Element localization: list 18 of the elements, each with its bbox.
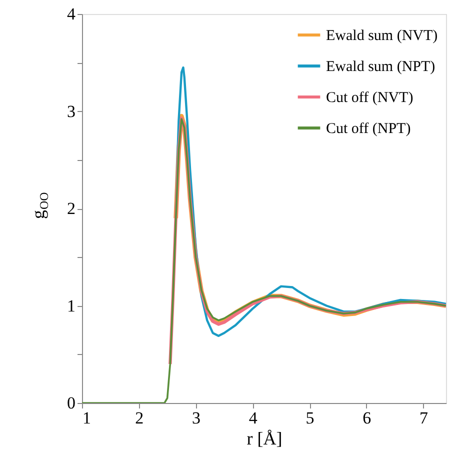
x-tick-label: 2 bbox=[135, 408, 144, 428]
x-tick-label: 6 bbox=[362, 408, 372, 428]
y-tick-label: 3 bbox=[67, 102, 76, 121]
y-axis-title: gOO bbox=[28, 192, 51, 219]
x-tick-label: 3 bbox=[192, 408, 200, 428]
x-tick-label: 4 bbox=[248, 408, 258, 428]
y-tick-label: 0 bbox=[67, 394, 76, 412]
y-tick-label: 4 bbox=[67, 4, 76, 24]
y-tick-label: 2 bbox=[67, 199, 76, 218]
x-tick-label: 1 bbox=[82, 408, 91, 428]
legend-label: Cut off (NVT) bbox=[326, 90, 414, 106]
x-tick-label: 7 bbox=[420, 408, 428, 428]
x-tick-label: 5 bbox=[306, 408, 314, 428]
legend-label: Ewald sum (NVT) bbox=[326, 28, 438, 44]
legend-label: Cut off (NPT) bbox=[326, 121, 411, 137]
y-tick-label: 1 bbox=[67, 296, 76, 316]
x-axis-title: r [Å] bbox=[246, 428, 282, 448]
legend-label: Ewald sum (NPT) bbox=[326, 59, 436, 75]
